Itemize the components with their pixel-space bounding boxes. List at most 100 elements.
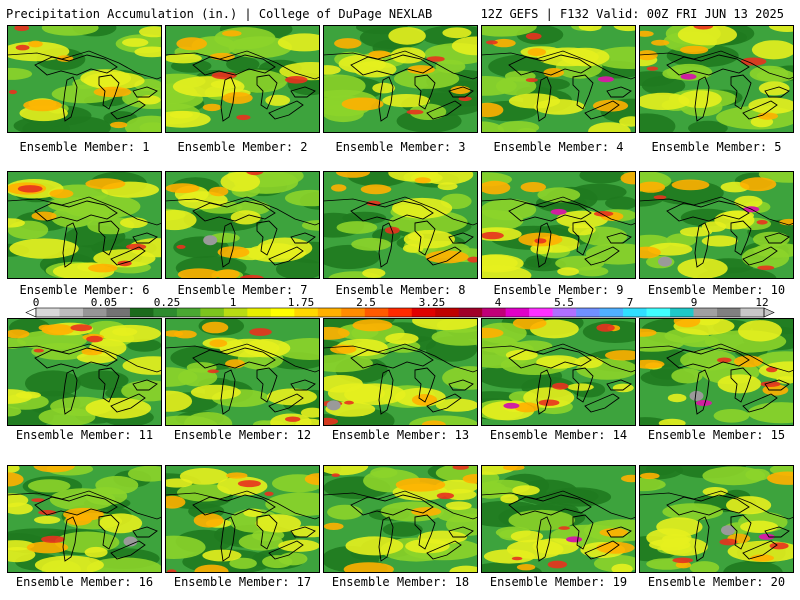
precipitation-map: [7, 171, 162, 279]
precip-blob: [639, 246, 661, 259]
colorbar-segment: [82, 308, 107, 317]
precip-blob: [726, 496, 772, 515]
precip-blob: [579, 171, 625, 184]
ensemble-member-panel: Ensemble Member: 4: [481, 25, 636, 154]
precip-blob: [445, 501, 472, 510]
colorbar-segment: [341, 308, 366, 317]
precip-blob: [7, 493, 29, 508]
precip-blob: [7, 547, 36, 563]
great-lakes-outline: [34, 347, 158, 415]
precip-blob: [99, 513, 143, 534]
precip-blob: [134, 46, 162, 58]
border-outline: [165, 50, 320, 80]
colorbar-segment: [36, 308, 60, 317]
colorbar-tick-label: 2.5: [356, 296, 376, 309]
precip-blob: [276, 258, 320, 279]
precip-blob: [538, 399, 560, 406]
precip-blob: [658, 418, 686, 426]
precip-blob: [112, 327, 138, 336]
precip-blob: [7, 465, 20, 473]
precip-blob: [176, 244, 186, 249]
precip-blob: [33, 465, 75, 473]
precip-blob: [449, 565, 478, 573]
precip-blob: [747, 402, 794, 424]
precip-blob: [757, 112, 778, 120]
precip-blob: [220, 171, 261, 192]
precip-blob: [639, 30, 654, 37]
precip-blob: [511, 556, 523, 561]
precip-max-blob: [695, 400, 712, 406]
precip-blob: [688, 120, 728, 133]
precip-blob: [431, 328, 478, 346]
precip-blob: [481, 25, 537, 37]
precip-blob: [51, 206, 95, 228]
precip-blob: [662, 503, 723, 521]
precip-blob: [86, 557, 162, 573]
precip-blob: [641, 76, 686, 95]
precip-blob: [757, 265, 775, 271]
precip-blob: [165, 53, 202, 64]
precip-blob: [120, 217, 148, 229]
precip-blob: [527, 48, 546, 57]
precip-blob: [304, 473, 320, 486]
colorbar-segment: [552, 308, 577, 317]
ensemble-member-label: Ensemble Member: 13: [331, 428, 470, 442]
colorbar-high-arrow: [763, 307, 775, 318]
map-frame: [639, 171, 794, 279]
great-lakes-outline: [508, 347, 632, 415]
border-outline: [481, 196, 636, 226]
precip-blob: [485, 40, 498, 45]
precip-blob: [740, 520, 779, 533]
precip-blob: [537, 187, 581, 203]
precip-blob: [611, 563, 633, 573]
precip-blob: [392, 197, 453, 219]
precip-blob: [779, 218, 794, 226]
map-frame: [165, 465, 320, 573]
colorbar-segment: [482, 308, 506, 317]
map-frame: [639, 465, 794, 573]
ensemble-member-label: Ensemble Member: 14: [489, 428, 628, 442]
precip-trace-blob: [658, 256, 672, 267]
precip-blob: [8, 89, 17, 95]
map-frame: [481, 171, 636, 279]
precip-blob: [331, 473, 340, 477]
precip-blob: [165, 183, 200, 194]
precip-blob: [739, 177, 777, 192]
precip-blob: [680, 45, 709, 55]
ensemble-member-panel: Ensemble Member: 8: [323, 171, 478, 297]
precip-blob: [179, 468, 229, 485]
precip-blob: [34, 555, 104, 573]
ensemble-member-label: Ensemble Member: 8: [335, 283, 466, 297]
precip-blob: [360, 184, 392, 195]
ensemble-member-panel: Ensemble Member: 6: [7, 171, 162, 297]
precip-blob: [222, 92, 253, 104]
precip-blob: [452, 465, 469, 470]
precip-blob: [639, 181, 666, 193]
great-lakes-outline: [350, 494, 474, 562]
ensemble-member-panel: Ensemble Member: 14: [481, 318, 636, 442]
precip-blob: [639, 328, 657, 337]
precip-blob: [713, 409, 750, 423]
precip-blob: [738, 320, 782, 342]
precip-blob: [126, 243, 147, 250]
precip-blob: [382, 94, 430, 108]
precip-blob: [585, 243, 636, 265]
precip-blob: [451, 36, 478, 56]
precip-blob: [15, 44, 30, 51]
precip-blob: [177, 268, 220, 279]
precip-blob: [85, 397, 152, 419]
ensemble-member-panel: Ensemble Member: 5: [639, 25, 794, 154]
great-lakes-outline: [666, 494, 790, 562]
precip-blob: [435, 479, 478, 494]
precip-blob: [382, 522, 423, 537]
precip-blob: [756, 220, 768, 225]
precip-blob: [237, 480, 261, 488]
ensemble-member-panel: Ensemble Member: 2: [165, 25, 320, 154]
precip-blob: [331, 184, 347, 192]
colorbar-segment: [458, 308, 483, 317]
colorbar-tick-label: 3.25: [418, 296, 446, 309]
precip-blob: [124, 115, 162, 133]
precip-blob: [88, 263, 118, 273]
map-frame: [481, 25, 636, 133]
colorbar-segment: [717, 308, 741, 317]
